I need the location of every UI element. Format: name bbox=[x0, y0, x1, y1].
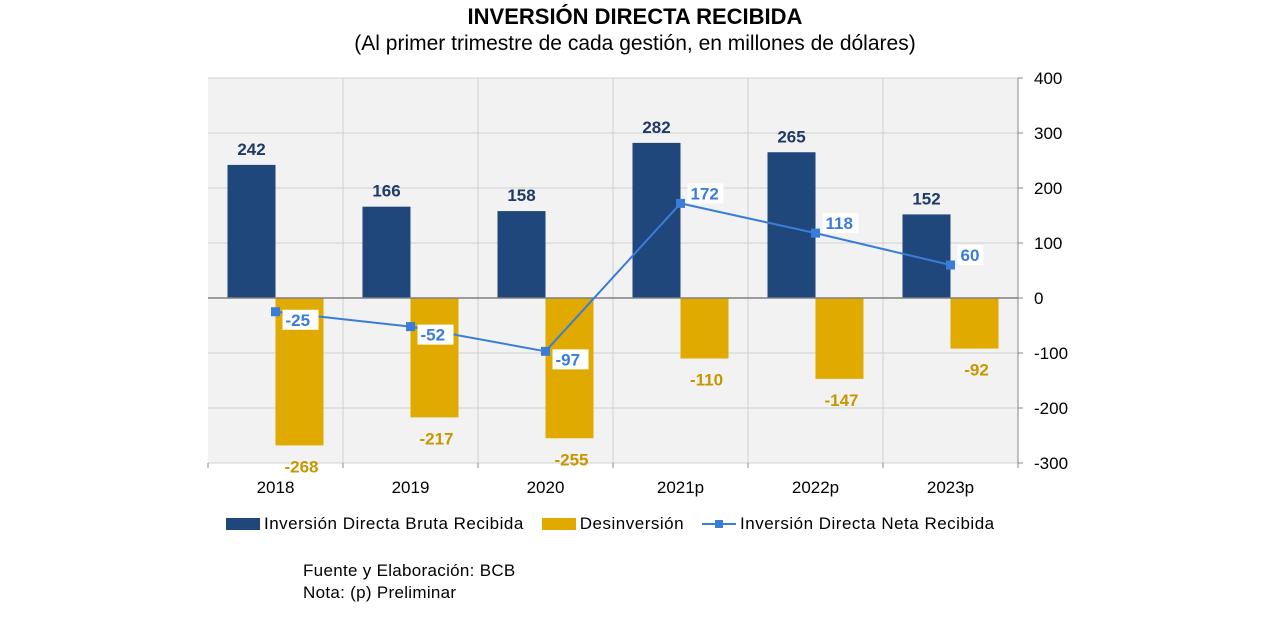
data-label-bg-neta bbox=[687, 183, 724, 204]
line-neta bbox=[275, 202, 951, 353]
data-label-desinversion: -147 bbox=[824, 391, 858, 410]
chart-subtitle: (Al primer trimestre de cada gestión, en… bbox=[354, 32, 916, 55]
data-label-desinversion: -92 bbox=[964, 361, 989, 380]
bar-bruta bbox=[497, 211, 546, 298]
bar-desinversion bbox=[680, 298, 729, 359]
y-tick-label: -100 bbox=[1034, 344, 1068, 363]
data-label-neta: -97 bbox=[556, 350, 581, 369]
legend-item-bruta: Inversión Directa Bruta Recibida bbox=[226, 514, 524, 534]
data-label-bg-neta bbox=[552, 349, 589, 370]
data-label-desinversion: -268 bbox=[284, 457, 318, 476]
data-label-neta: 60 bbox=[961, 246, 980, 265]
x-tick-label: 2022p bbox=[792, 478, 839, 497]
x-tick-label: 2023p bbox=[927, 478, 974, 497]
bar-bruta bbox=[632, 142, 681, 298]
data-label-bg-neta bbox=[822, 213, 859, 234]
legend-swatch-neta bbox=[702, 518, 737, 530]
legend-item-desinversion: Desinversión bbox=[541, 514, 685, 534]
data-label-neta: -25 bbox=[286, 311, 311, 330]
preliminary-note: Nota: (p) Preliminar bbox=[303, 583, 457, 602]
y-tick-label: 100 bbox=[1034, 234, 1062, 253]
chart-legend: Inversión Directa Bruta Recibida Desinve… bbox=[226, 514, 1013, 534]
legend-label-bruta: Inversión Directa Bruta Recibida bbox=[264, 514, 524, 533]
y-tick-label: 200 bbox=[1034, 179, 1062, 198]
data-label-neta: 172 bbox=[691, 184, 719, 203]
data-label-bg-neta bbox=[282, 309, 319, 330]
x-tick-label: 2018 bbox=[257, 478, 295, 497]
y-tick-label: 0 bbox=[1034, 289, 1043, 308]
legend-label-desinversion: Desinversión bbox=[579, 514, 685, 533]
chart-footer: Fuente y Elaboración: BCB Nota: (p) Prel… bbox=[303, 560, 516, 604]
bar-bruta bbox=[227, 164, 276, 298]
legend-label-neta: Inversión Directa Neta Recibida bbox=[740, 514, 995, 533]
point-neta bbox=[271, 307, 280, 317]
x-tick-label: 2021p bbox=[657, 478, 704, 497]
legend-swatch-bruta bbox=[226, 518, 260, 530]
point-neta bbox=[811, 228, 820, 238]
y-tick-label: -200 bbox=[1034, 399, 1068, 418]
legend-swatch-desinversion bbox=[541, 518, 576, 530]
data-label-bruta: 152 bbox=[912, 189, 940, 208]
data-label-bruta: 242 bbox=[237, 140, 265, 159]
source-note: Fuente y Elaboración: BCB bbox=[303, 561, 516, 580]
x-tick-label: 2019 bbox=[392, 478, 430, 497]
data-label-bg-neta bbox=[417, 324, 454, 345]
data-label-neta: -52 bbox=[421, 326, 446, 345]
x-tick-label: 2020 bbox=[527, 478, 565, 497]
data-label-bruta: 158 bbox=[507, 186, 535, 205]
bar-bruta bbox=[362, 206, 411, 298]
y-tick-label: 300 bbox=[1034, 124, 1062, 143]
legend-item-neta: Inversión Directa Neta Recibida bbox=[702, 514, 995, 534]
data-label-desinversion: -255 bbox=[554, 450, 588, 469]
data-label-bruta: 265 bbox=[777, 127, 805, 146]
bar-desinversion bbox=[410, 298, 459, 418]
y-tick-label: -300 bbox=[1034, 454, 1068, 473]
point-neta bbox=[406, 322, 415, 332]
data-label-bg-neta bbox=[957, 245, 984, 265]
data-label-bruta: 166 bbox=[372, 182, 400, 201]
data-label-desinversion: -110 bbox=[690, 371, 723, 390]
chart-title: INVERSIÓN DIRECTA RECIBIDA bbox=[467, 4, 803, 29]
point-neta bbox=[946, 260, 955, 270]
point-neta bbox=[676, 198, 685, 208]
data-label-neta: 118 bbox=[826, 214, 853, 233]
point-neta bbox=[541, 346, 550, 356]
bar-desinversion bbox=[815, 298, 864, 379]
data-label-bruta: 282 bbox=[642, 118, 670, 137]
data-label-desinversion: -217 bbox=[419, 429, 453, 448]
bar-desinversion bbox=[950, 298, 999, 349]
y-tick-label: 400 bbox=[1034, 69, 1062, 88]
